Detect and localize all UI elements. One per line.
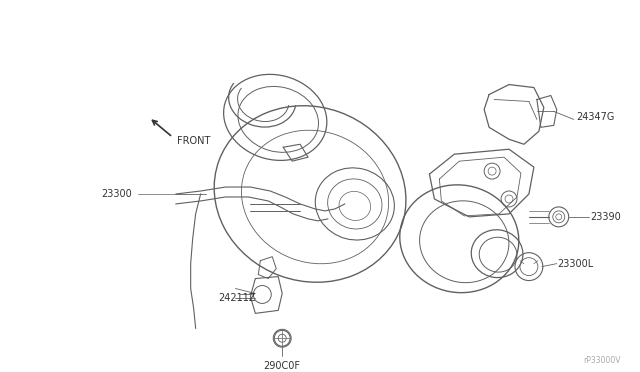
Text: 23300L: 23300L [557, 259, 593, 269]
Text: rP33000V: rP33000V [583, 356, 620, 365]
Text: 290C0F: 290C0F [264, 361, 301, 371]
Text: 24347G: 24347G [577, 112, 615, 122]
Text: 23300: 23300 [101, 189, 132, 199]
Text: 23390: 23390 [591, 212, 621, 222]
Text: 24211Z: 24211Z [218, 294, 256, 304]
Text: FRONT: FRONT [177, 136, 210, 146]
